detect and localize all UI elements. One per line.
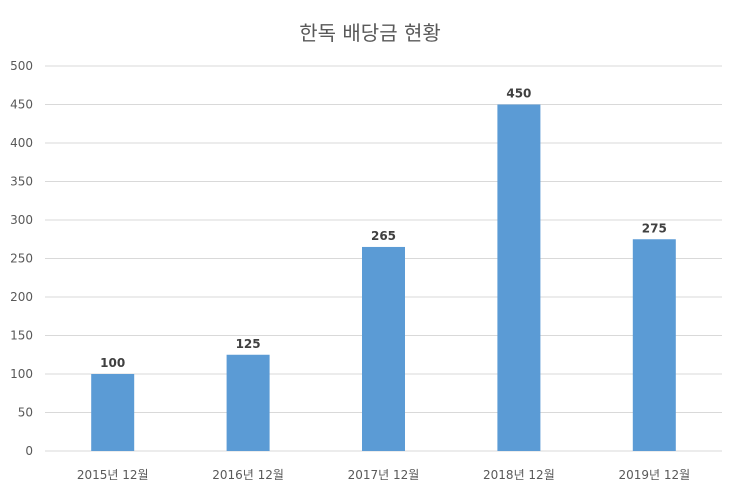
y-tick-label: 200 bbox=[10, 290, 33, 304]
y-tick-label: 400 bbox=[10, 136, 33, 150]
y-axis-ticks: 0 50 100 150 200 250 300 350 400 450 500 bbox=[10, 59, 33, 458]
data-label: 100 bbox=[100, 356, 125, 370]
x-tick-label: 2016년 12월 bbox=[212, 468, 284, 482]
bar bbox=[362, 246, 405, 451]
y-tick-label: 150 bbox=[10, 329, 33, 343]
y-tick-label: 300 bbox=[10, 213, 33, 227]
bar bbox=[632, 239, 676, 451]
y-tick-label: 350 bbox=[10, 175, 33, 189]
x-tick-label: 2017년 12월 bbox=[348, 468, 420, 482]
bar bbox=[91, 374, 135, 451]
x-tick-label: 2019년 12월 bbox=[618, 468, 690, 482]
data-label: 265 bbox=[371, 229, 396, 243]
x-tick-label: 2015년 12월 bbox=[77, 468, 149, 482]
y-tick-label: 0 bbox=[25, 444, 33, 458]
y-tick-label: 50 bbox=[18, 406, 33, 420]
data-label: 275 bbox=[642, 221, 667, 235]
chart-title: 한독 배당금 현황 bbox=[299, 21, 441, 45]
bars bbox=[91, 104, 676, 451]
y-tick-label: 100 bbox=[10, 367, 33, 381]
x-tick-label: 2018년 12월 bbox=[483, 468, 555, 482]
data-labels: 100 125 265 450 275 bbox=[100, 87, 667, 371]
y-tick-label: 450 bbox=[10, 98, 33, 112]
bar bbox=[497, 104, 541, 451]
data-label: 450 bbox=[506, 87, 531, 101]
bar bbox=[226, 354, 270, 451]
y-tick-label: 500 bbox=[10, 59, 33, 73]
x-axis-ticks: 2015년 12월 2016년 12월 2017년 12월 2018년 12월 2019… bbox=[77, 468, 690, 482]
data-label: 125 bbox=[236, 337, 261, 351]
y-tick-label: 250 bbox=[10, 252, 33, 266]
